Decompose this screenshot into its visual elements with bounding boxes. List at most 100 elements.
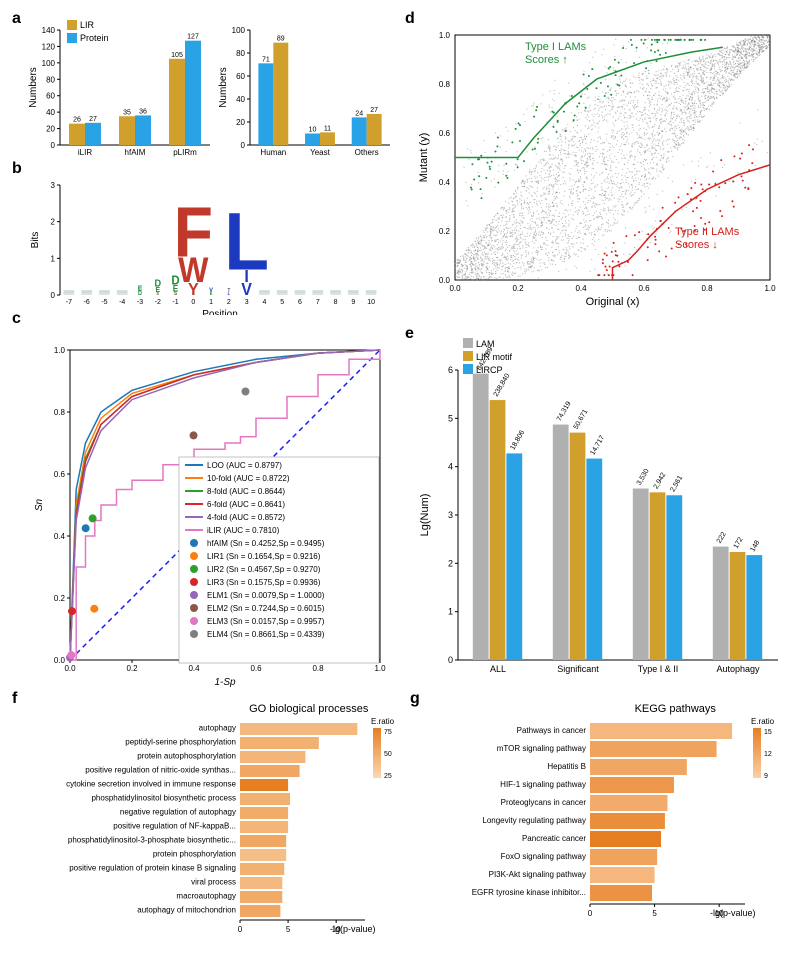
svg-text:mTOR signaling pathway: mTOR signaling pathway — [497, 744, 586, 753]
svg-text:120: 120 — [42, 42, 56, 51]
svg-text:9: 9 — [351, 299, 355, 306]
svg-text:Proteoglycans in cancer: Proteoglycans in cancer — [501, 798, 587, 807]
svg-text:25: 25 — [384, 773, 392, 780]
svg-text:LIR1 (Sn = 0.1654,Sp = 0.9216): LIR1 (Sn = 0.1654,Sp = 0.9216) — [207, 552, 321, 561]
svg-text:0: 0 — [51, 291, 56, 300]
svg-text:1-Sp: 1-Sp — [214, 677, 236, 688]
svg-text:1.0: 1.0 — [439, 31, 451, 40]
svg-text:1: 1 — [51, 254, 56, 263]
svg-text:Others: Others — [355, 148, 379, 157]
figure-panel: 0123456Lg(Num)LAMLIR motifLIRCPALL842,78… — [410, 330, 795, 690]
svg-text:50: 50 — [384, 751, 392, 758]
svg-text:3: 3 — [245, 299, 249, 306]
svg-text:-7: -7 — [66, 299, 72, 306]
svg-text:3: 3 — [448, 510, 453, 520]
svg-text:-6: -6 — [84, 299, 90, 306]
svg-text:0.2: 0.2 — [54, 594, 66, 603]
svg-text:20: 20 — [236, 118, 245, 127]
svg-text:Autophagy: Autophagy — [716, 664, 760, 674]
svg-text:PI3K-Akt signaling pathway: PI3K-Akt signaling pathway — [489, 870, 586, 879]
figure-panel: 020406080100120140NumbersiLIR2627hfAIM35… — [25, 15, 395, 165]
svg-text:ELM4 (Sn = 0.8661,Sp = 0.4339): ELM4 (Sn = 0.8661,Sp = 0.4339) — [207, 630, 325, 639]
svg-text:FoxO signaling pathway: FoxO signaling pathway — [501, 852, 586, 861]
svg-text:Type I LAMs: Type I LAMs — [525, 41, 587, 53]
svg-text:6-fold (AUC = 0.8641): 6-fold (AUC = 0.8641) — [207, 500, 285, 509]
svg-text:3,530: 3,530 — [636, 468, 651, 487]
svg-text:0.2: 0.2 — [512, 284, 524, 293]
figure-panel: KEGG pathways Pathways in cancer mTOR sign… — [410, 700, 798, 960]
svg-text:26: 26 — [73, 117, 81, 124]
svg-text:80: 80 — [46, 75, 55, 84]
svg-text:EGFR tyrosine kinase inhibitor: EGFR tyrosine kinase inhibitor... — [472, 888, 586, 897]
svg-text:L: L — [224, 197, 269, 287]
svg-text:0.2: 0.2 — [126, 664, 138, 673]
svg-text:Pathways in cancer: Pathways in cancer — [517, 726, 587, 735]
svg-text:positive regulation of NF-kapp: positive regulation of NF-kappaB... — [113, 822, 236, 831]
svg-text:40: 40 — [236, 95, 245, 104]
svg-text:27: 27 — [370, 107, 378, 114]
svg-text:0.4: 0.4 — [188, 664, 200, 673]
svg-text:iLIR (AUC = 0.7810): iLIR (AUC = 0.7810) — [207, 526, 280, 535]
figure-panel: 0123BitsPosition-7-6-5-4-3DE-2SED-1SED0Y… — [25, 165, 395, 315]
svg-text:14,717: 14,717 — [589, 434, 606, 456]
svg-text:10: 10 — [367, 299, 375, 306]
svg-text:positive regulation of protein: positive regulation of protein kinase B … — [69, 864, 236, 873]
svg-text:0: 0 — [588, 909, 593, 918]
svg-text:12: 12 — [764, 751, 772, 758]
svg-text:0: 0 — [191, 299, 195, 306]
svg-text:18,806: 18,806 — [509, 429, 526, 451]
svg-text:105: 105 — [171, 52, 183, 59]
svg-text:E: E — [138, 283, 143, 292]
svg-text:HIF-1 signaling pathway: HIF-1 signaling pathway — [500, 780, 586, 789]
svg-text:75: 75 — [384, 729, 392, 736]
svg-text:172: 172 — [733, 536, 745, 550]
svg-text:Longevity regulating pathway: Longevity regulating pathway — [482, 816, 586, 825]
svg-text:LIR: LIR — [80, 20, 95, 30]
svg-text:5: 5 — [286, 925, 291, 934]
svg-text:-4: -4 — [119, 299, 125, 306]
svg-text:-lg(p-value): -lg(p-value) — [710, 908, 756, 918]
svg-text:148: 148 — [749, 539, 761, 553]
svg-text:0.6: 0.6 — [250, 664, 262, 673]
svg-text:-3: -3 — [137, 299, 143, 306]
svg-text:Type I & II: Type I & II — [638, 664, 679, 674]
svg-text:Human: Human — [260, 148, 286, 157]
svg-text:-5: -5 — [101, 299, 107, 306]
svg-text:6: 6 — [448, 365, 453, 375]
svg-text:Numbers: Numbers — [28, 67, 39, 108]
figure-panel: GO biological processesautophagypeptidyl… — [15, 700, 410, 960]
svg-text:0.6: 0.6 — [439, 129, 451, 138]
svg-text:0.8: 0.8 — [312, 664, 324, 673]
svg-text:LIR3 (Sn = 0.1575,Sp = 0.9936): LIR3 (Sn = 0.1575,Sp = 0.9936) — [207, 578, 321, 587]
svg-text:1: 1 — [209, 299, 213, 306]
svg-text:2,561: 2,561 — [669, 474, 684, 493]
svg-text:71: 71 — [262, 56, 270, 63]
svg-text:60: 60 — [46, 92, 55, 101]
panel-label-a: a — [12, 10, 21, 28]
svg-text:Sn: Sn — [34, 498, 45, 511]
svg-text:hfAIM (Sn = 0.4252,Sp = 0.9495: hfAIM (Sn = 0.4252,Sp = 0.9495) — [207, 539, 325, 548]
svg-text:5: 5 — [280, 299, 284, 306]
svg-text:35: 35 — [123, 109, 131, 116]
svg-text:1.0: 1.0 — [374, 664, 386, 673]
svg-text:protein autophosphorylation: protein autophosphorylation — [137, 752, 236, 761]
svg-text:20: 20 — [46, 125, 55, 134]
svg-text:74,319: 74,319 — [556, 400, 573, 422]
svg-text:ELM1 (Sn = 0.0079,Sp = 1.0000): ELM1 (Sn = 0.0079,Sp = 1.0000) — [207, 591, 325, 600]
svg-text:8: 8 — [334, 299, 338, 306]
svg-text:0: 0 — [448, 655, 453, 665]
svg-text:8-fold (AUC = 0.8644): 8-fold (AUC = 0.8644) — [207, 487, 285, 496]
svg-text:0: 0 — [238, 925, 243, 934]
svg-text:Bits: Bits — [30, 232, 41, 249]
svg-text:E.ratio: E.ratio — [751, 717, 775, 726]
svg-text:Original (x): Original (x) — [586, 296, 640, 308]
svg-text:ALL: ALL — [490, 664, 506, 674]
svg-text:Lg(Num): Lg(Num) — [419, 494, 431, 537]
svg-text:hfAIM: hfAIM — [125, 148, 146, 157]
svg-text:iLIR: iLIR — [78, 148, 92, 157]
svg-text:2: 2 — [448, 558, 453, 568]
svg-text:Pancreatic cancer: Pancreatic cancer — [522, 834, 586, 843]
svg-text:9: 9 — [764, 773, 768, 780]
svg-text:KEGG pathways: KEGG pathways — [635, 703, 717, 715]
svg-text:0.0: 0.0 — [64, 664, 76, 673]
